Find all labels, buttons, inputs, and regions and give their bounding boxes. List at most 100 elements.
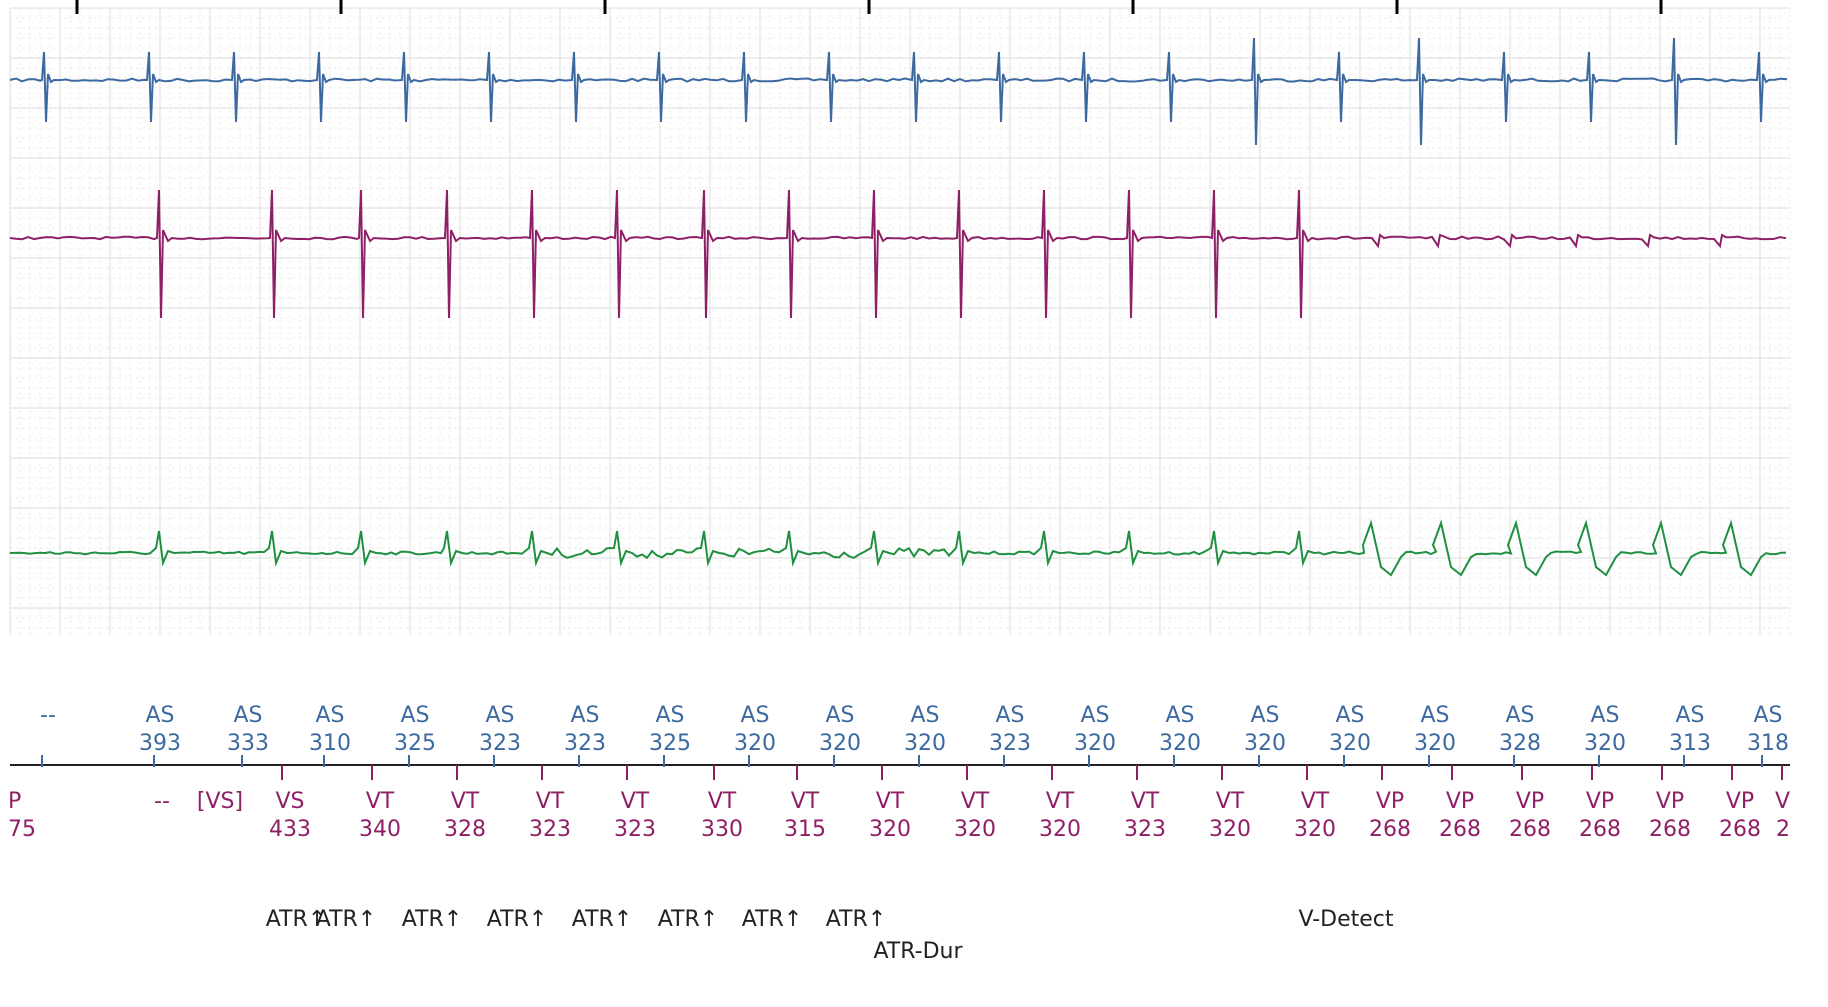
atrial-marker: AS 318 [1747,703,1789,767]
atrial-marker-interval: 320 [1244,731,1286,756]
ventricular-marker-interval: 433 [269,817,311,842]
ventricular-marker: P 75 [8,789,36,842]
atrial-marker-label: AS [1505,703,1534,728]
atrial-marker-label: AS [910,703,939,728]
ventricular-marker-label: VT [961,789,990,814]
ventricular-marker-interval: 2 [1776,817,1790,842]
atrial-marker-interval: 320 [819,731,861,756]
atrial-marker: AS 323 [479,703,521,767]
ventricular-marker: VP 268 [1579,765,1621,842]
ventricular-marker: VT 315 [784,765,826,842]
atrial-marker-label: AS [995,703,1024,728]
ventricular-marker-interval: 268 [1579,817,1621,842]
ventricular-marker-label: VT [1046,789,1075,814]
ventricular-marker-interval: 315 [784,817,826,842]
event-annotation: ATR-Dur [873,939,963,964]
atrial-marker: AS 320 [904,703,946,767]
traces [9,37,1788,577]
atrial-marker: AS 320 [734,703,776,767]
ventricular-marker-interval: 268 [1439,817,1481,842]
atrial-marker-interval: 320 [904,731,946,756]
ventricular-marker: VP 268 [1439,765,1481,842]
ventricular-marker-label: -- [154,789,170,814]
ventricular-marker: VT 323 [529,765,571,842]
ventricular-marker-interval: 75 [8,817,36,842]
ventricular-egm-trace [9,189,1787,319]
atrial-marker-label: AS [1335,703,1364,728]
ventricular-marker: VT 330 [701,765,743,842]
ventricular-marker-interval: 323 [614,817,656,842]
atrial-marker: AS 320 [1244,703,1286,767]
atrial-marker-interval: 328 [1499,731,1541,756]
atrial-marker: AS 320 [1074,703,1116,767]
atrial-marker-interval: 313 [1669,731,1711,756]
ventricular-marker: V2 [1775,765,1790,842]
atrial-marker-interval: 333 [227,731,269,756]
ventricular-marker-interval: 268 [1719,817,1761,842]
atrial-marker-label: AS [145,703,174,728]
ventricular-marker-label: VT [536,789,565,814]
atrial-marker: AS 325 [394,703,436,767]
ventricular-marker-label: VT [1216,789,1245,814]
event-annotation: ATR↑ [316,907,377,932]
ventricular-marker-interval: 268 [1369,817,1411,842]
ventricular-marker: VT 320 [954,765,996,842]
atrial-marker-interval: 320 [1329,731,1371,756]
event-annotation: ATR↑ [742,907,803,932]
atrial-marker-label: AS [1250,703,1279,728]
atrial-marker-interval: 320 [1584,731,1626,756]
ventricular-marker-interval: 323 [529,817,571,842]
ventricular-marker-interval: 320 [1039,817,1081,842]
atrial-marker-label: -- [40,703,56,728]
atrial-marker-interval: 325 [649,731,691,756]
ventricular-marker-interval: 323 [1124,817,1166,842]
atrial-marker-interval: 320 [1074,731,1116,756]
ventricular-marker: VP 268 [1719,765,1761,842]
atrial-marker-interval: 320 [734,731,776,756]
ventricular-marker: [VS] [197,789,243,814]
atrial-marker-interval: 323 [564,731,606,756]
ventricular-marker: VP 268 [1649,765,1691,842]
ventricular-marker: VT 320 [869,765,911,842]
atrial-marker-interval: 320 [1159,731,1201,756]
ventricular-marker-label: VT [1301,789,1330,814]
ventricular-marker-interval: 268 [1649,817,1691,842]
ventricular-marker: VP 268 [1369,765,1411,842]
atrial-marker: AS 323 [564,703,606,767]
atrial-marker-interval: 320 [1414,731,1456,756]
ventricular-marker: VT 323 [1124,765,1166,842]
ventricular-marker-label: VT [708,789,737,814]
atrial-marker: AS 320 [1584,703,1626,767]
ventricular-marker-label: V [1775,789,1790,814]
atrial-marker: AS 310 [309,703,351,767]
ventricular-marker-interval: 268 [1509,817,1551,842]
atrial-markers: -- AS 393 AS 333 AS 310 AS 325 AS 323 AS 323 AS 325 AS 3… [40,703,1789,767]
event-annotation: ATR↑ [572,907,633,932]
atrial-marker-interval: 318 [1747,731,1789,756]
atrial-egm-trace [9,37,1788,146]
ventricular-marker-interval: 320 [869,817,911,842]
ventricular-marker-label: VT [1131,789,1160,814]
atrial-marker-label: AS [485,703,514,728]
atrial-marker-label: AS [1420,703,1449,728]
ventricular-marker-interval: 340 [359,817,401,842]
ventricular-marker: VT 340 [359,765,401,842]
atrial-marker-label: AS [400,703,429,728]
ventricular-marker-label: VP [1446,789,1474,814]
ventricular-marker-label: VP [1726,789,1754,814]
atrial-marker: AS 320 [1414,703,1456,767]
atrial-marker-label: AS [233,703,262,728]
grid [9,7,1791,635]
atrial-marker: AS 320 [1329,703,1371,767]
atrial-marker: AS 325 [649,703,691,767]
atrial-marker: AS 333 [227,703,269,767]
atrial-marker-interval: 310 [309,731,351,756]
atrial-marker-interval: 323 [479,731,521,756]
ventricular-marker-label: VP [1516,789,1544,814]
event-annotation: ATR↑ [487,907,548,932]
atrial-marker: AS 320 [819,703,861,767]
atrial-marker-label: AS [570,703,599,728]
event-annotation: V-Detect [1298,907,1393,932]
atrial-marker-label: AS [315,703,344,728]
